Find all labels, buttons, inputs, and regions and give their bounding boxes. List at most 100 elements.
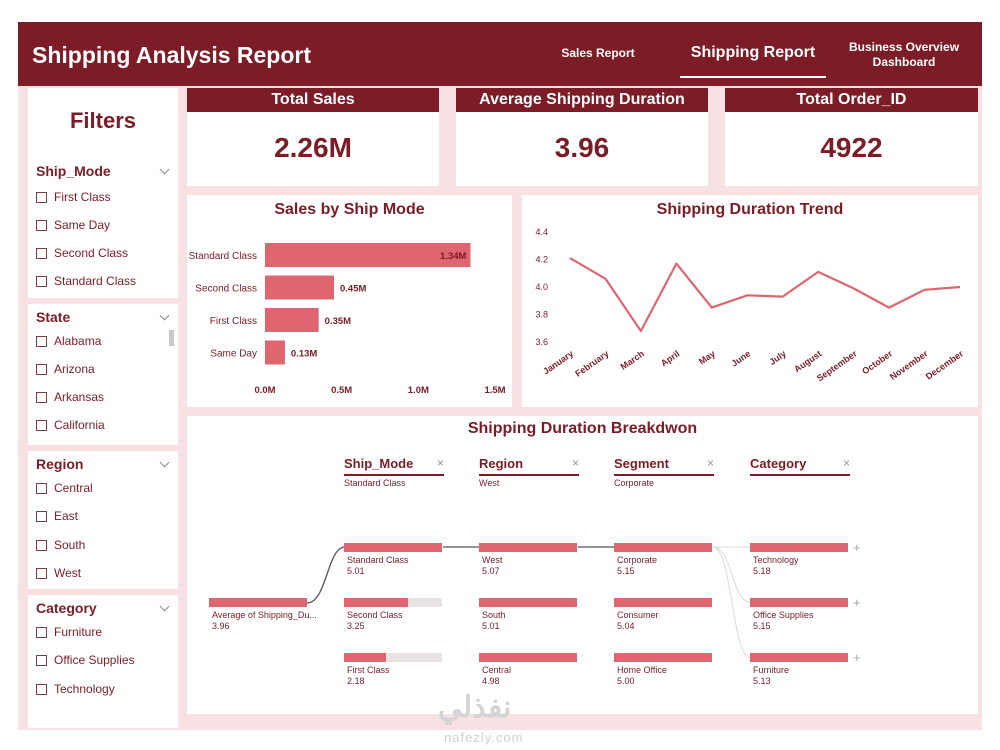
- node-value: 5.01: [482, 621, 500, 631]
- watermark-url: nafezly.com: [444, 730, 524, 745]
- kpi-value: 2.26M: [274, 132, 352, 163]
- bar: [265, 308, 319, 332]
- checkbox[interactable]: [36, 275, 47, 287]
- node-fill: [479, 543, 577, 552]
- node-fill: [614, 543, 712, 552]
- node-fill: [344, 653, 387, 662]
- checkbox[interactable]: [36, 219, 47, 231]
- filter-option[interactable]: Second Class: [36, 243, 128, 263]
- filter-option[interactable]: First Class: [36, 187, 111, 207]
- node-label: South: [482, 610, 506, 620]
- node-label: Office Supplies: [753, 610, 814, 620]
- filter-option[interactable]: Technology: [36, 679, 115, 699]
- x-tick-label: April: [659, 348, 682, 368]
- checkbox[interactable]: [36, 482, 47, 494]
- node-bar: [479, 653, 577, 662]
- filter-header[interactable]: Region: [28, 451, 178, 477]
- checkbox[interactable]: [36, 567, 47, 579]
- node-bar: [750, 653, 848, 662]
- filter-label: Region: [36, 456, 84, 472]
- expand-plus-icon[interactable]: +: [853, 650, 861, 665]
- filter-option[interactable]: Office Supplies: [36, 650, 135, 670]
- filter-option[interactable]: Alabama: [36, 331, 101, 351]
- checkbox[interactable]: [36, 335, 47, 347]
- x-tick-label: 0.0M: [254, 385, 275, 396]
- trend-line: [569, 257, 961, 333]
- filter-option[interactable]: Central: [36, 478, 93, 498]
- kpi-total-order-id: Total Order_ID 4922: [725, 88, 978, 186]
- checkbox[interactable]: [36, 391, 47, 403]
- filter-option[interactable]: Same Day: [36, 215, 110, 235]
- x-tick-label: 0.5M: [331, 385, 352, 396]
- x-tick-label: September: [815, 348, 859, 383]
- checkbox[interactable]: [36, 363, 47, 375]
- option-label: California: [54, 418, 105, 432]
- node-value: 5.01: [347, 566, 365, 576]
- chevron-down-icon[interactable]: [159, 164, 170, 175]
- filter-option[interactable]: West: [36, 563, 81, 583]
- checkbox[interactable]: [36, 247, 47, 259]
- chevron-down-icon[interactable]: [159, 601, 170, 612]
- chevron-down-icon[interactable]: [159, 457, 170, 468]
- checkbox[interactable]: [36, 191, 47, 203]
- filter-option[interactable]: South: [36, 535, 85, 555]
- checkbox[interactable]: [36, 419, 47, 431]
- node-fill: [479, 598, 577, 607]
- expand-plus-icon[interactable]: +: [853, 595, 861, 610]
- node-value: 5.04: [617, 621, 635, 631]
- nav-sales-report[interactable]: Sales Report: [561, 46, 635, 60]
- filter-option[interactable]: California: [36, 415, 105, 435]
- filter-header[interactable]: Category: [28, 595, 178, 621]
- close-icon[interactable]: ×: [842, 456, 850, 470]
- column-underline: [750, 474, 850, 476]
- close-icon[interactable]: ×: [571, 456, 579, 470]
- node-fill: [614, 598, 712, 607]
- x-tick-label: 1.5M: [484, 385, 505, 396]
- node-value: 5.07: [482, 566, 500, 576]
- option-label: Furniture: [54, 625, 103, 639]
- filter-label: Ship_Mode: [36, 163, 111, 179]
- node-value: 4.98: [482, 676, 500, 686]
- filter-option[interactable]: Standard Class: [36, 271, 136, 291]
- y-tick-label: 3.8: [535, 310, 548, 320]
- filter-header[interactable]: Ship_Mode: [28, 158, 178, 184]
- nav-business-overview[interactable]: Business Overview Dashboard: [848, 40, 960, 69]
- option-label: Technology: [54, 682, 115, 696]
- chevron-down-icon[interactable]: [159, 310, 170, 321]
- filter-option[interactable]: East: [36, 506, 78, 526]
- y-tick-label: 4.4: [535, 227, 548, 237]
- chart-title: Sales by Ship Mode: [274, 201, 425, 218]
- chart-title: Shipping Duration Trend: [656, 201, 844, 218]
- node-fill: [614, 653, 712, 662]
- filter-option[interactable]: Furniture: [36, 622, 102, 642]
- node-label: First Class: [347, 665, 390, 675]
- expand-plus-icon[interactable]: +: [853, 540, 861, 555]
- node-fill: [750, 653, 848, 662]
- nav-shipping-report[interactable]: Shipping Report: [690, 44, 816, 61]
- bar-category-label: First Class: [210, 316, 257, 327]
- close-icon[interactable]: ×: [706, 456, 714, 470]
- x-tick-label: May: [697, 348, 717, 366]
- option-label: Arizona: [54, 362, 95, 376]
- filter-label: State: [36, 309, 71, 325]
- checkbox[interactable]: [36, 654, 47, 666]
- checkbox[interactable]: [36, 626, 47, 638]
- node-label: Home Office: [617, 665, 667, 675]
- filter-state: State Alabama Arizona Arkansas Californi…: [28, 304, 178, 444]
- bar-data-label: 0.45M: [340, 284, 366, 295]
- checkbox[interactable]: [36, 683, 47, 695]
- column-underline: [479, 474, 579, 476]
- filter-option[interactable]: Arizona: [36, 359, 95, 379]
- option-label: Central: [54, 481, 93, 495]
- filter-header[interactable]: State: [28, 304, 178, 330]
- column-header: Ship_Mode: [344, 456, 414, 471]
- close-icon[interactable]: ×: [436, 456, 444, 470]
- checkbox[interactable]: [36, 539, 47, 551]
- filter-option[interactable]: Arkansas: [36, 387, 104, 407]
- node-label: West: [482, 555, 503, 565]
- checkbox[interactable]: [36, 510, 47, 522]
- filters-panel: Filters Ship_Mode First Class Same Day S…: [28, 88, 178, 728]
- filter-ship-mode: Ship_Mode First Class Same Day Second Cl…: [28, 158, 178, 298]
- scrollbar-thumb[interactable]: [169, 330, 174, 346]
- column-selected: Corporate: [614, 478, 655, 488]
